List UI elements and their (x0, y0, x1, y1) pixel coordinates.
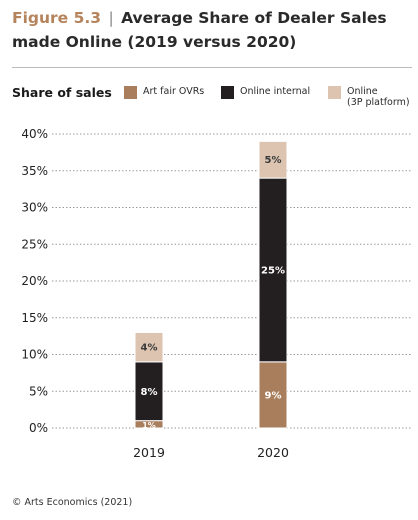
legend-swatch-art-fair-ovrs (124, 86, 137, 99)
figure-number: Figure 5.3 (12, 9, 102, 27)
bar-segment (258, 140, 288, 179)
chart-plot: 0% 5% 10% 15% 20% 25% 30% 35% 40% 1% 8% 4% 2019 9% 25%… (21, 127, 412, 460)
legend-item-online-3p-platform: Online (3P platform) (328, 86, 410, 108)
legend-label-art-fair-ovrs: Art fair OVRs (143, 86, 205, 97)
x-tick-label: 2019 (133, 445, 165, 460)
y-tick-label: 30% (21, 201, 48, 215)
legend-item-online-internal: Online internal (221, 86, 310, 99)
legend-swatch-online-3p-platform (328, 86, 341, 99)
data-label: 5% (265, 155, 282, 166)
x-tick-label: 2020 (257, 445, 289, 460)
bar-segment (134, 361, 164, 422)
y-tick-label: 15% (21, 311, 48, 325)
data-label: 25% (261, 265, 285, 276)
title-rule (12, 67, 412, 68)
legend-label-online-internal: Online internal (240, 86, 311, 97)
figure-title: Figure 5.3 | Average Share of Dealer Sal… (12, 6, 407, 54)
legend-swatch-online-internal (221, 86, 234, 99)
figure-title-text: Average Share of Dealer Sales made Onlin… (12, 9, 387, 51)
y-axis-title: Share of sales (12, 85, 112, 100)
data-label: 8% (141, 387, 158, 398)
source-credit: © Arts Economics (2021) (12, 497, 133, 508)
y-tick-label: 5% (29, 384, 48, 398)
y-tick-label: 20% (21, 274, 48, 288)
legend-label-online-3p-platform: Online (3P platform) (347, 86, 410, 108)
y-tick-label: 40% (21, 127, 48, 141)
bar-segment (258, 361, 288, 429)
data-label: 9% (265, 390, 282, 401)
y-tick-label: 35% (21, 164, 48, 178)
y-tick-label: 0% (29, 421, 48, 435)
y-tick-label: 10% (21, 348, 48, 362)
data-label: 1% (142, 421, 156, 430)
legend-item-art-fair-ovrs: Art fair OVRs (124, 86, 204, 99)
title-separator: | (108, 9, 114, 27)
bar-segment (134, 331, 164, 363)
y-tick-label: 25% (21, 237, 48, 251)
bar-segment (258, 177, 288, 363)
data-label: 4% (141, 343, 158, 354)
